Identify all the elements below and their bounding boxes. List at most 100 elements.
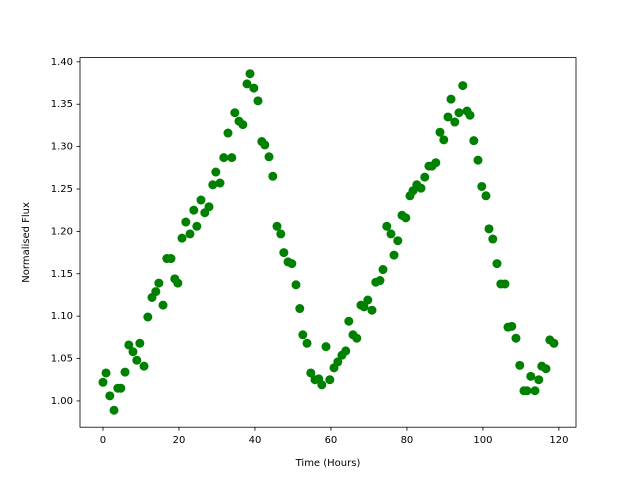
point bbox=[128, 347, 138, 357]
point bbox=[287, 259, 297, 269]
x-tick-label: 40 bbox=[249, 435, 262, 446]
point bbox=[105, 391, 115, 401]
point bbox=[492, 259, 502, 269]
point bbox=[306, 368, 316, 378]
point bbox=[268, 171, 278, 181]
y-tick-label: 1.25 bbox=[51, 184, 73, 195]
y-tick-label: 1.10 bbox=[51, 311, 73, 322]
x-tick-label: 100 bbox=[473, 435, 492, 446]
point bbox=[109, 405, 119, 415]
y-axis-label: Normalised Flux bbox=[21, 202, 32, 283]
point bbox=[375, 276, 385, 286]
point bbox=[481, 191, 491, 201]
point bbox=[291, 280, 301, 290]
point bbox=[189, 205, 199, 215]
point bbox=[401, 213, 411, 223]
point bbox=[238, 120, 248, 130]
x-tick-label: 0 bbox=[100, 435, 106, 446]
point bbox=[204, 202, 214, 212]
point bbox=[530, 386, 540, 396]
point bbox=[139, 361, 149, 371]
point bbox=[473, 155, 483, 165]
point bbox=[253, 96, 263, 106]
point bbox=[317, 380, 327, 390]
point bbox=[515, 360, 525, 370]
point bbox=[507, 321, 517, 331]
y-tick-label: 1.20 bbox=[51, 226, 73, 237]
y-tick-label: 1.35 bbox=[51, 99, 73, 110]
point bbox=[260, 140, 270, 150]
point bbox=[185, 229, 195, 239]
point bbox=[120, 367, 130, 377]
point bbox=[431, 158, 441, 168]
point bbox=[458, 81, 468, 91]
point bbox=[446, 94, 456, 104]
point bbox=[223, 128, 233, 138]
point bbox=[488, 234, 498, 244]
point bbox=[454, 108, 464, 118]
point bbox=[116, 383, 126, 393]
point bbox=[363, 295, 373, 305]
point bbox=[393, 236, 403, 246]
x-tick-label: 80 bbox=[401, 435, 414, 446]
point bbox=[526, 371, 536, 381]
y-tick-label: 1.05 bbox=[51, 354, 73, 365]
point bbox=[420, 172, 430, 182]
x-axis-label: Time (Hours) bbox=[295, 458, 361, 469]
point bbox=[177, 233, 187, 243]
point bbox=[325, 375, 335, 385]
y-tick-label: 1.30 bbox=[51, 142, 73, 153]
point bbox=[173, 278, 183, 288]
point bbox=[249, 83, 259, 93]
point bbox=[450, 117, 460, 127]
y-tick-label: 1.00 bbox=[51, 396, 73, 407]
point bbox=[101, 368, 111, 378]
x-tick-label: 60 bbox=[325, 435, 338, 446]
point bbox=[333, 357, 343, 367]
point bbox=[143, 312, 153, 322]
point bbox=[196, 195, 206, 205]
point bbox=[230, 108, 240, 118]
point bbox=[541, 364, 551, 374]
point bbox=[245, 69, 255, 79]
point bbox=[272, 221, 282, 231]
point bbox=[279, 248, 289, 258]
point bbox=[344, 316, 354, 326]
point bbox=[154, 278, 164, 288]
point bbox=[484, 224, 494, 234]
point bbox=[511, 333, 521, 343]
point bbox=[443, 112, 453, 122]
point bbox=[192, 221, 202, 231]
y-tick-label: 1.15 bbox=[51, 269, 73, 280]
point bbox=[439, 135, 449, 145]
plot-frame bbox=[79, 57, 577, 428]
point bbox=[534, 375, 544, 385]
point bbox=[302, 338, 312, 348]
x-tick-label: 120 bbox=[549, 435, 568, 446]
point bbox=[416, 183, 426, 193]
point bbox=[549, 338, 559, 348]
point bbox=[211, 167, 221, 177]
point bbox=[264, 152, 274, 162]
point bbox=[135, 338, 145, 348]
point bbox=[435, 127, 445, 137]
point bbox=[352, 333, 362, 343]
point bbox=[386, 229, 396, 239]
point bbox=[166, 254, 176, 264]
point bbox=[389, 250, 399, 260]
point bbox=[242, 79, 252, 89]
point bbox=[359, 302, 369, 312]
point bbox=[219, 153, 229, 163]
point bbox=[158, 300, 168, 310]
point bbox=[469, 136, 479, 146]
point bbox=[98, 377, 108, 387]
point bbox=[227, 153, 237, 163]
point bbox=[276, 229, 286, 239]
point bbox=[124, 340, 134, 350]
point bbox=[367, 305, 377, 315]
point bbox=[208, 180, 218, 190]
point bbox=[378, 265, 388, 275]
point bbox=[151, 287, 161, 297]
point bbox=[500, 279, 510, 289]
